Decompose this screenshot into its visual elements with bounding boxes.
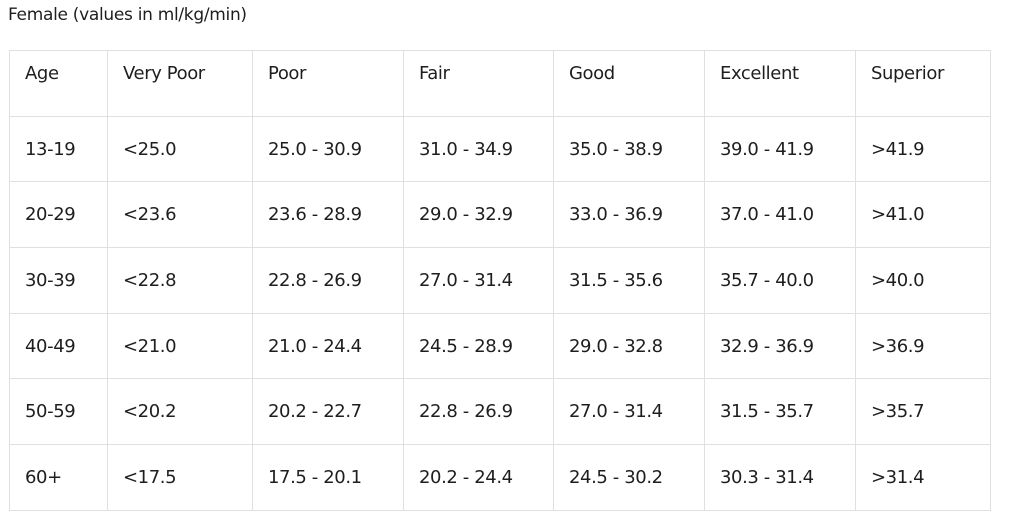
cell: 40-49 bbox=[9, 312, 108, 380]
cell: 32.9 - 36.9 bbox=[704, 312, 856, 380]
table-row: 50-59 <20.2 20.2 - 22.7 22.8 - 26.9 27.0 - 3… bbox=[9, 378, 991, 446]
cell: <25.0 bbox=[107, 115, 253, 183]
cell: 22.8 - 26.9 bbox=[252, 247, 404, 314]
cell: >41.9 bbox=[855, 115, 991, 183]
table-row: 30-39 <22.8 22.8 - 26.9 27.0 - 31.4 31.5 - 3… bbox=[9, 247, 991, 314]
cell: 20.2 - 24.4 bbox=[403, 444, 554, 511]
header-cell: Good bbox=[553, 50, 705, 117]
cell: 60+ bbox=[9, 444, 108, 511]
header-cell: Age bbox=[9, 50, 108, 117]
cell: 33.0 - 36.9 bbox=[553, 181, 705, 249]
table-body: Age Very Poor Poor Fair Good Excellent Superio… bbox=[9, 50, 991, 511]
cell: 35.0 - 38.9 bbox=[553, 115, 705, 183]
cell: 27.0 - 31.4 bbox=[403, 247, 554, 314]
cell: 50-59 bbox=[9, 378, 108, 446]
cell: 24.5 - 28.9 bbox=[403, 312, 554, 380]
cell: 23.6 - 28.9 bbox=[252, 181, 404, 249]
cell: >40.0 bbox=[855, 247, 991, 314]
table-row: 60+ <17.5 17.5 - 20.1 20.2 - 24.4 24.5 - 30.… bbox=[9, 444, 991, 511]
cell: 24.5 - 30.2 bbox=[553, 444, 705, 511]
cell: 31.0 - 34.9 bbox=[403, 115, 554, 183]
cell: <17.5 bbox=[107, 444, 253, 511]
cell: 37.0 - 41.0 bbox=[704, 181, 856, 249]
cell: 13-19 bbox=[9, 115, 108, 183]
cell: <23.6 bbox=[107, 181, 253, 249]
cell: 29.0 - 32.8 bbox=[553, 312, 705, 380]
cell: 39.0 - 41.9 bbox=[704, 115, 856, 183]
header-cell: Excellent bbox=[704, 50, 856, 117]
table-row: 40-49 <21.0 21.0 - 24.4 24.5 - 28.9 29.0 - 3… bbox=[9, 312, 991, 380]
cell: <20.2 bbox=[107, 378, 253, 446]
cell: 20.2 - 22.7 bbox=[252, 378, 404, 446]
cell: 30-39 bbox=[9, 247, 108, 314]
header-cell: Superior bbox=[855, 50, 991, 117]
cell: 31.5 - 35.6 bbox=[553, 247, 705, 314]
cell: 31.5 - 35.7 bbox=[704, 378, 856, 446]
cell: 35.7 - 40.0 bbox=[704, 247, 856, 314]
cell: 17.5 - 20.1 bbox=[252, 444, 404, 511]
header-row: Age Very Poor Poor Fair Good Excellent Superio… bbox=[9, 50, 991, 117]
cell: >35.7 bbox=[855, 378, 991, 446]
cell: 21.0 - 24.4 bbox=[252, 312, 404, 380]
cell: >41.0 bbox=[855, 181, 991, 249]
cell: <21.0 bbox=[107, 312, 253, 380]
table-row: 20-29 <23.6 23.6 - 28.9 29.0 - 32.9 33.0 - 3… bbox=[9, 181, 991, 249]
cell: 20-29 bbox=[9, 181, 108, 249]
vo2-table: Age Very Poor Poor Fair Good Excellent Superio… bbox=[9, 50, 991, 511]
cell: >31.4 bbox=[855, 444, 991, 511]
header-cell: Poor bbox=[252, 50, 404, 117]
header-cell: Fair bbox=[403, 50, 554, 117]
cell: 25.0 - 30.9 bbox=[252, 115, 404, 183]
cell: 27.0 - 31.4 bbox=[553, 378, 705, 446]
cell: >36.9 bbox=[855, 312, 991, 380]
header-cell: Very Poor bbox=[107, 50, 253, 117]
page-title: Female (values in ml/kg/min) bbox=[8, 5, 247, 25]
table-row: 13-19 <25.0 25.0 - 30.9 31.0 - 34.9 35.0 - 3… bbox=[9, 115, 991, 183]
cell: 30.3 - 31.4 bbox=[704, 444, 856, 511]
cell: 29.0 - 32.9 bbox=[403, 181, 554, 249]
cell: 22.8 - 26.9 bbox=[403, 378, 554, 446]
cell: <22.8 bbox=[107, 247, 253, 314]
